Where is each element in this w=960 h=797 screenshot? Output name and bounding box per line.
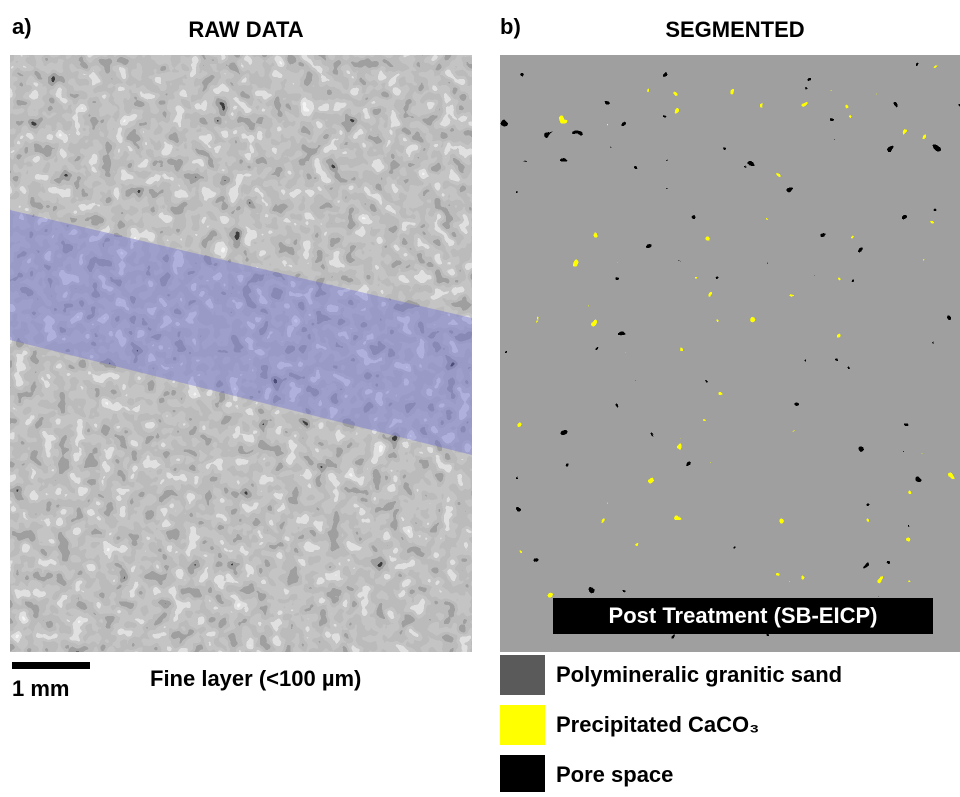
legend-label: Polymineralic granitic sand (556, 662, 842, 687)
legend-label: Precipitated CaCO₃ (556, 712, 759, 737)
legend-label: Pore space (556, 762, 673, 787)
legend-swatch (500, 655, 545, 695)
inset-label: Post Treatment (SB-EICP) (609, 603, 878, 628)
legend-swatch (500, 705, 545, 745)
figure: a) RAW DATA b) SEGMENTED Post Treatment … (0, 0, 960, 792)
legend: Polymineralic granitic sand Precipitated … (500, 655, 842, 792)
panel-label: a) (12, 14, 32, 39)
scale-bar-label: 1 mm (12, 676, 69, 701)
panel-title: SEGMENTED (665, 17, 804, 42)
panel-label: b) (500, 14, 521, 39)
scale-bar (12, 662, 90, 669)
panel-title: RAW DATA (188, 17, 303, 42)
page: {"panel_a": {"label": "a)", "title": "RA… (0, 0, 960, 792)
segmented-image (500, 55, 960, 652)
legend-swatch (500, 755, 545, 792)
annotation: Fine layer (<100 µm) (150, 666, 361, 691)
